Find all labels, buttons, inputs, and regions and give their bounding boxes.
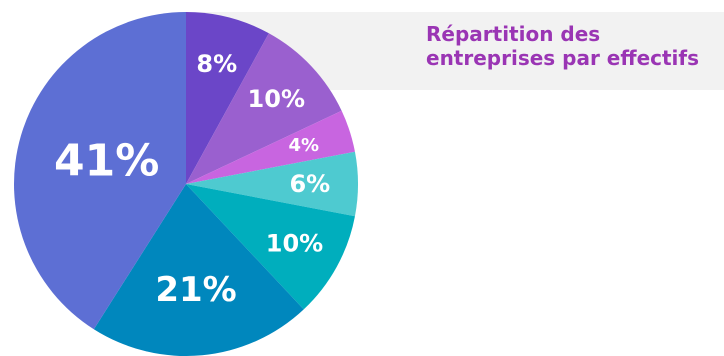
- chart-title: Répartition des entreprises par effectif…: [426, 22, 700, 70]
- pie-slice-2: [186, 110, 355, 184]
- pie-slice-1: [186, 33, 342, 184]
- pie-slice-0: [186, 12, 269, 184]
- pie-slice-label-3: 6%: [289, 170, 330, 198]
- pie-slice-label-6: 41%: [54, 135, 159, 186]
- pie-slice-5: [93, 184, 304, 356]
- pie-slice-label-4: 10%: [266, 230, 323, 258]
- pie-slice-label-1: 10%: [248, 85, 305, 113]
- pie-slice-4: [186, 184, 355, 310]
- pie-slice-label-5: 21%: [155, 270, 236, 310]
- pie-slice-3: [186, 151, 358, 217]
- pie-slice-6: [14, 12, 186, 330]
- pie-slice-label-2: 4%: [288, 135, 319, 156]
- pie-slice-label-0: 8%: [196, 50, 237, 78]
